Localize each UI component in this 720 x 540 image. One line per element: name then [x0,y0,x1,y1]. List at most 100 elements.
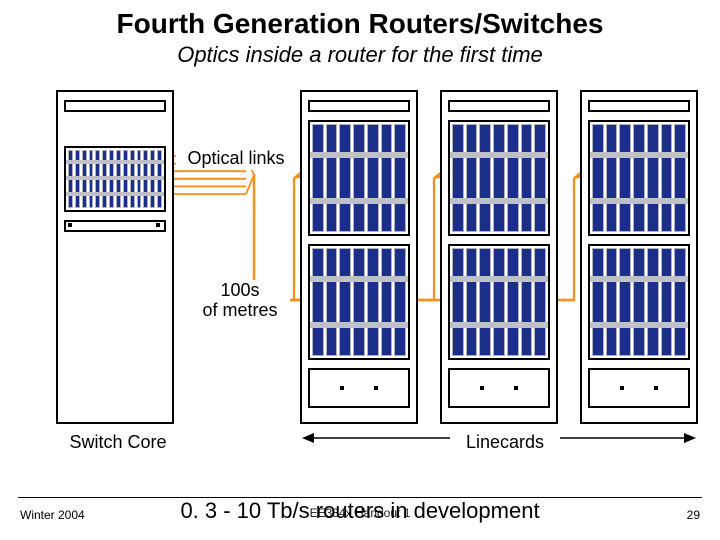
panel-dot [514,386,518,390]
line-card [326,124,338,232]
line-card [521,248,533,356]
linecards-label: Linecards [450,432,560,454]
rack-frame [56,90,174,424]
line-card [381,248,393,356]
line-card [466,124,478,232]
lc-card-block [448,120,550,236]
lc-divider [590,198,688,204]
lc-card-block [308,244,410,360]
panel-dot [68,223,72,227]
line-card [466,248,478,356]
lc-divider [310,322,408,328]
line-card [367,124,379,232]
switch-core-label: Switch Core [48,432,188,454]
line-card [394,124,406,232]
lc-divider [450,152,548,158]
line-card [606,248,618,356]
line-card [647,124,659,232]
line-card [661,124,673,232]
line-card [452,248,464,356]
line-card [452,124,464,232]
line-card [534,248,546,356]
lc-cards [450,246,548,358]
lc-card-block [588,120,690,236]
lc-top-panel [588,100,690,112]
distance-label: 100sof metres [190,280,290,322]
line-card [326,248,338,356]
line-card [534,124,546,232]
lc-divider [450,198,548,204]
lc-divider [590,276,688,282]
line-card [312,124,324,232]
rack-linecard-3 [580,90,698,424]
lc-cards [310,122,408,234]
core-bottom-panel [64,220,166,232]
core-divider [66,176,164,180]
rack-linecard-2 [440,90,558,424]
line-card [521,124,533,232]
line-card [353,248,365,356]
line-card [367,248,379,356]
lc-cards [590,246,688,358]
lc-bottom-panel [308,368,410,408]
line-card [312,248,324,356]
lc-divider [310,152,408,158]
line-card [339,248,351,356]
rack-switch-core [56,90,174,424]
line-card [479,124,491,232]
lc-cards [590,122,688,234]
lc-divider [450,276,548,282]
lc-top-panel [308,100,410,112]
line-card [394,248,406,356]
panel-dot [374,386,378,390]
footer-main: 0. 3 - 10 Tb/s routers in development EE… [0,498,720,524]
panel-dot [480,386,484,390]
line-card [493,248,505,356]
line-card [633,248,645,356]
panel-dot [340,386,344,390]
line-card [619,124,631,232]
lc-card-block [588,244,690,360]
lc-card-block [448,244,550,360]
top-panel [64,100,166,112]
panel-dot [654,386,658,390]
line-card [353,124,365,232]
core-divider [66,192,164,196]
lc-divider [590,152,688,158]
slide-subtitle: Optics inside a router for the first tim… [0,40,720,68]
line-card [619,248,631,356]
lc-bottom-panel [588,368,690,408]
line-card [381,124,393,232]
lc-divider [310,276,408,282]
core-divider [66,160,164,164]
panel-dot [620,386,624,390]
line-card [647,248,659,356]
line-card [674,124,686,232]
panel-dot [156,223,160,227]
line-card [479,248,491,356]
lc-divider [450,322,548,328]
line-card [592,248,604,356]
diagram-area: Optical links100sof metresSwitch CoreLin… [0,80,720,450]
line-card [606,124,618,232]
line-card [493,124,505,232]
lc-divider [310,198,408,204]
lc-divider [590,322,688,328]
lc-cards [450,122,548,234]
lc-card-block [308,120,410,236]
line-card [592,124,604,232]
optical-links-label: Optical links [176,148,296,170]
line-card [674,248,686,356]
footer-overlay-text: EE384x Handout 1 [310,506,411,520]
lc-cards [310,246,408,358]
line-card [339,124,351,232]
line-card [507,124,519,232]
lc-top-panel [448,100,550,112]
footer-page-number: 29 [687,508,700,522]
line-card [661,248,673,356]
line-card [633,124,645,232]
slide-title: Fourth Generation Routers/Switches [0,0,720,40]
rack-linecard-1 [300,90,418,424]
line-card [507,248,519,356]
lc-bottom-panel [448,368,550,408]
